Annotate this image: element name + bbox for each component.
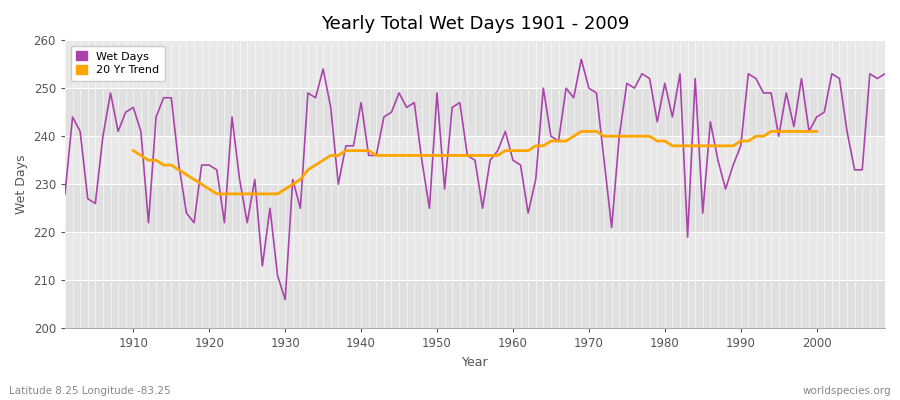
Legend: Wet Days, 20 Yr Trend: Wet Days, 20 Yr Trend [70, 46, 165, 81]
Line: Wet Days: Wet Days [65, 59, 885, 300]
Y-axis label: Wet Days: Wet Days [15, 154, 28, 214]
20 Yr Trend [530, 144, 541, 148]
20 Yr Trend [295, 177, 306, 182]
20 Yr Trend [720, 144, 731, 148]
Bar [65, 136, 885, 184]
Wet Days [340, 144, 351, 148]
Wet Days [576, 57, 587, 62]
Title: Yearly Total Wet Days 1901 - 2009: Yearly Total Wet Days 1901 - 2009 [320, 15, 629, 33]
20 Yr Trend [212, 192, 222, 196]
Bar [65, 280, 885, 328]
Wet Days [515, 163, 526, 168]
Wet Days [879, 71, 890, 76]
Line: 20 Yr Trend: 20 Yr Trend [133, 132, 816, 194]
Bar [65, 40, 885, 88]
Bar [65, 88, 885, 136]
20 Yr Trend [804, 129, 814, 134]
Wet Days [295, 206, 306, 211]
Wet Days [121, 110, 131, 114]
Text: worldspecies.org: worldspecies.org [803, 386, 891, 396]
Bar [65, 232, 885, 280]
Wet Days [59, 192, 70, 196]
Wet Days [614, 134, 625, 139]
20 Yr Trend [310, 163, 321, 168]
Bar [65, 184, 885, 232]
Text: Latitude 8.25 Longitude -83.25: Latitude 8.25 Longitude -83.25 [9, 386, 171, 396]
20 Yr Trend [811, 129, 822, 134]
20 Yr Trend [128, 148, 139, 153]
20 Yr Trend [219, 192, 230, 196]
20 Yr Trend [576, 129, 587, 134]
X-axis label: Year: Year [462, 356, 489, 369]
Wet Days [508, 158, 518, 163]
Wet Days [280, 297, 291, 302]
